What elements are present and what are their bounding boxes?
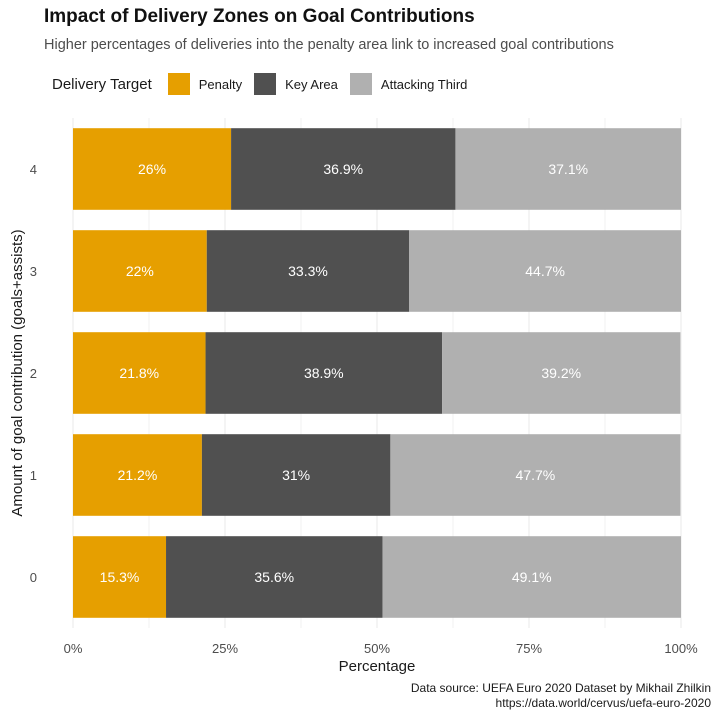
y-axis-title: Amount of goal contribution (goals+assis…	[9, 229, 26, 516]
x-axis-title: Percentage	[339, 658, 416, 675]
y-tick-label: 0	[30, 570, 37, 585]
data-label: 38.9%	[304, 365, 344, 381]
bar-key-area-3	[206, 230, 410, 312]
legend-item-attacking-third: Attacking Third	[349, 73, 468, 95]
chart-title: Impact of Delivery Zones on Goal Contrib…	[44, 6, 475, 27]
legend-label-attacking-third: Attacking Third	[380, 76, 468, 92]
x-tick-label: 0%	[64, 641, 83, 656]
legend-key-penalty	[167, 73, 190, 95]
bar-attacking-third-4	[455, 128, 681, 210]
bar-penalty-0	[73, 536, 167, 618]
data-label: 39.2%	[541, 365, 581, 381]
legend-label-key-area: Key Area	[285, 76, 338, 92]
x-tick-label: 100%	[664, 641, 698, 656]
data-label: 21.8%	[119, 365, 159, 381]
caption-line-2: https://data.world/cervus/uefa-euro-2020	[495, 696, 711, 710]
bar-attacking-third-2	[442, 332, 681, 414]
data-label: 44.7%	[525, 263, 565, 279]
caption-line-1: Data source: UEFA Euro 2020 Dataset by M…	[410, 681, 711, 695]
chart-subtitle: Higher percentages of deliveries into th…	[44, 37, 614, 53]
y-tick-label: 1	[30, 468, 37, 483]
bar-penalty-1	[73, 434, 202, 516]
data-label: 36.9%	[323, 161, 363, 177]
data-label: 31%	[282, 467, 310, 483]
bar-attacking-third-3	[409, 230, 681, 312]
legend-key-attacking-third	[349, 73, 372, 95]
legend-item-penalty: Penalty	[167, 73, 243, 95]
data-label: 22%	[126, 263, 154, 279]
bar-penalty-3	[73, 230, 207, 312]
y-tick-label: 2	[30, 366, 37, 381]
legend-label-penalty: Penalty	[198, 76, 243, 92]
legend-title: Delivery Target	[52, 75, 152, 93]
x-tick-label: 50%	[364, 641, 390, 656]
data-label: 26%	[138, 161, 166, 177]
data-label: 37.1%	[548, 161, 588, 177]
y-tick-label: 4	[30, 162, 37, 177]
legend-key-key-area	[254, 73, 277, 95]
bar-key-area-0	[166, 536, 383, 618]
bar-key-area-4	[231, 128, 456, 210]
bar-penalty-2	[73, 332, 206, 414]
bar-attacking-third-0	[382, 536, 681, 618]
bar-key-area-1	[201, 434, 391, 516]
x-tick-label: 25%	[212, 641, 238, 656]
data-label: 15.3%	[100, 569, 140, 585]
data-label: 35.6%	[254, 569, 294, 585]
data-label: 47.7%	[516, 467, 556, 483]
bar-penalty-4	[73, 128, 232, 210]
bar-key-area-2	[205, 332, 443, 414]
caption: Data source: UEFA Euro 2020 Dataset by M…	[411, 681, 711, 711]
y-tick-label: 3	[30, 264, 37, 279]
data-label: 21.2%	[118, 467, 158, 483]
legend-item-key-area: Key Area	[254, 73, 338, 95]
legend: Delivery Target Penalty Key Area Attacki…	[52, 72, 479, 96]
bar-attacking-third-1	[390, 434, 681, 516]
data-label: 33.3%	[288, 263, 328, 279]
data-label: 49.1%	[512, 569, 552, 585]
x-tick-label: 75%	[516, 641, 542, 656]
